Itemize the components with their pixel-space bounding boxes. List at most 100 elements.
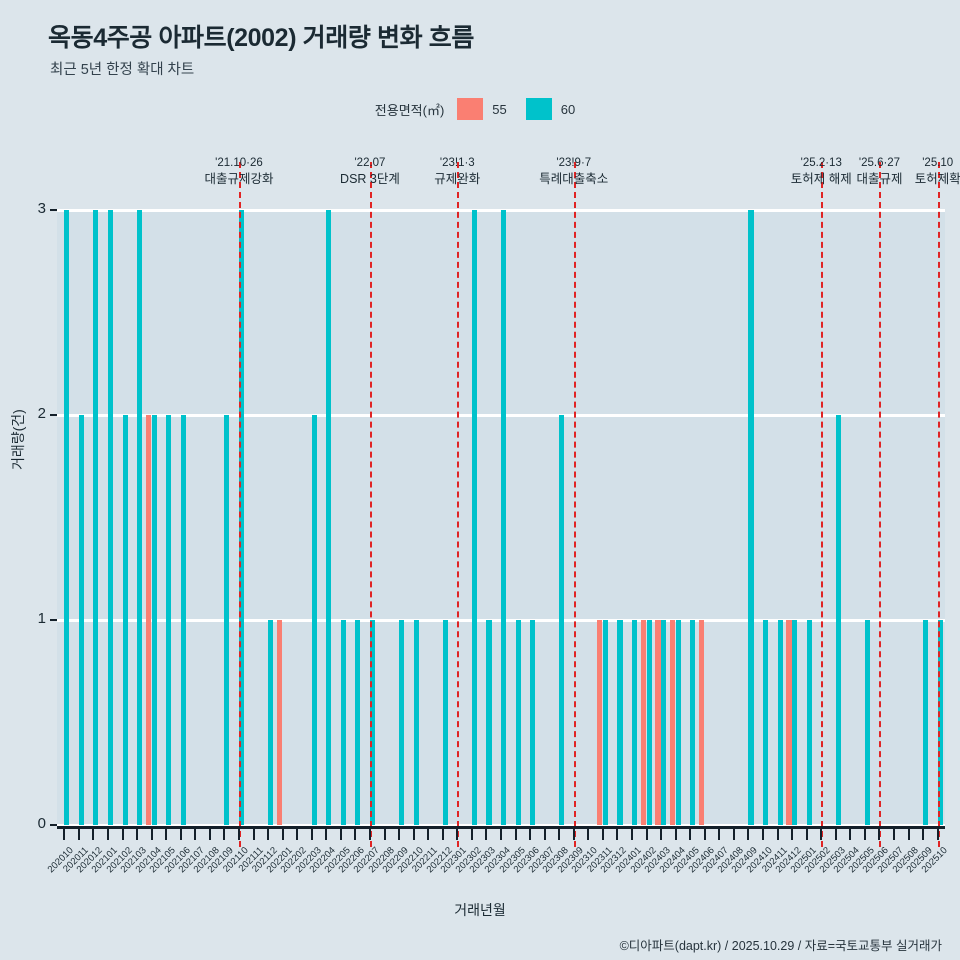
x-tick-mark (237, 829, 240, 840)
bar-202509-60[interactable] (923, 620, 929, 825)
bar-202011-60[interactable] (78, 415, 84, 825)
bar-202010-60[interactable] (64, 210, 70, 825)
x-tick-mark (689, 829, 692, 840)
bar-202311-55[interactable] (597, 620, 603, 825)
bar-202411-60[interactable] (777, 620, 783, 825)
event-text-6: 토허제확 (914, 172, 960, 186)
bar-202312-60[interactable] (617, 620, 623, 825)
bar-202012-60[interactable] (93, 210, 99, 825)
legend-label-55: 55 (492, 101, 507, 117)
event-date-3: '23!9·7 (556, 157, 592, 169)
y-tick-mark-3 (50, 209, 57, 211)
bar-202101-60[interactable] (107, 210, 113, 825)
bar-202405-60[interactable] (690, 620, 696, 825)
x-tick-mark (631, 829, 634, 840)
bar-202104-60[interactable] (151, 415, 157, 825)
bar-202306-60[interactable] (530, 620, 536, 825)
bar-202210-60[interactable] (413, 620, 419, 825)
bar-202501-60[interactable] (806, 620, 812, 825)
x-tick-mark (106, 829, 109, 840)
x-tick-mark (849, 829, 852, 840)
bar-202402-60[interactable] (646, 620, 652, 825)
bar-202308-60[interactable] (559, 415, 565, 825)
x-tick-mark (63, 829, 66, 840)
legend: 전용면적(㎡) 55 60 (0, 98, 960, 120)
bar-202510-60[interactable] (937, 620, 943, 825)
x-tick-mark (470, 829, 473, 840)
x-tick-mark (310, 829, 313, 840)
y-tick-label-3: 3 (37, 200, 46, 217)
bar-202105-60[interactable] (166, 415, 172, 825)
bar-202404-55[interactable] (670, 620, 676, 825)
x-tick-mark (572, 829, 575, 840)
bar-202305-60[interactable] (515, 620, 521, 825)
x-tick-mark (179, 829, 182, 840)
x-tick-mark (223, 829, 226, 840)
bar-202104-55[interactable] (145, 415, 151, 825)
bar-202102-60[interactable] (122, 415, 128, 825)
event-date-1: '22.07 (354, 157, 386, 169)
bar-202302-60[interactable] (471, 210, 477, 825)
bar-202406-55[interactable] (699, 620, 705, 825)
y-tick-label-1: 1 (37, 610, 46, 627)
bar-202403-55[interactable] (655, 620, 661, 825)
bar-202311-60[interactable] (602, 620, 608, 825)
legend-swatch-55 (457, 98, 484, 120)
bar-202402-55[interactable] (640, 620, 646, 825)
x-tick-mark (732, 829, 735, 840)
event-annotation-5: '25.6·27 대출규제 (856, 156, 902, 188)
y-tick-mark-2 (50, 414, 57, 416)
x-tick-mark (92, 829, 95, 840)
x-tick-mark (820, 829, 823, 840)
x-tick-mark (296, 829, 299, 840)
x-tick-mark (383, 829, 386, 840)
x-tick-mark (412, 829, 415, 840)
bar-202103-60[interactable] (137, 210, 143, 825)
bar-202209-60[interactable] (399, 620, 405, 825)
legend-label-60: 60 (560, 101, 576, 117)
x-tick-mark (674, 829, 677, 840)
bar-202304-60[interactable] (501, 210, 507, 825)
x-tick-mark (878, 829, 881, 840)
legend-title: 전용면적(㎡) (374, 102, 445, 118)
bar-202212-60[interactable] (442, 620, 448, 825)
bar-202403-60[interactable] (661, 620, 667, 825)
bar-202203-60[interactable] (311, 415, 317, 825)
bar-202207-60[interactable] (369, 620, 376, 825)
x-tick-mark (427, 829, 430, 840)
bar-202205-60[interactable] (340, 620, 346, 825)
bar-202112-60[interactable] (268, 620, 274, 825)
x-tick-mark (441, 829, 444, 840)
bar-202409-60[interactable] (748, 210, 754, 825)
x-tick-mark (645, 829, 648, 840)
bar-202110-60[interactable] (238, 210, 245, 825)
event-date-5: '25.6·27 (858, 157, 901, 169)
bar-202404-60[interactable] (675, 620, 681, 825)
bar-202204-60[interactable] (326, 210, 332, 825)
bar-202401-60[interactable] (632, 620, 638, 825)
x-tick-mark (893, 829, 896, 840)
x-tick-mark (543, 829, 546, 840)
x-tick-mark (616, 829, 619, 840)
bar-202106-60[interactable] (180, 415, 186, 825)
bar-202303-60[interactable] (486, 620, 492, 825)
bar-202201-55[interactable] (276, 620, 283, 825)
bar-202410-60[interactable] (763, 620, 769, 825)
bar-202412-60[interactable] (792, 620, 798, 825)
x-tick-mark (267, 829, 270, 840)
bar-202505-60[interactable] (864, 620, 870, 825)
event-date-4: '25.2·13 (800, 157, 842, 169)
bar-202206-60[interactable] (355, 620, 361, 825)
x-tick-mark (208, 829, 211, 840)
bar-202503-60[interactable] (835, 415, 841, 825)
event-text-1: DSR 3단계 (340, 172, 400, 186)
event-line-4 (821, 162, 824, 847)
event-annotation-0: '21.10·26 대출규제강화 (204, 156, 273, 188)
event-text-5: 대출규제 (856, 172, 903, 186)
x-tick-mark (398, 829, 401, 840)
bar-202109-60[interactable] (224, 415, 230, 825)
x-tick-mark (514, 829, 517, 840)
bar-202412-55[interactable] (786, 620, 792, 825)
x-tick-mark (485, 829, 488, 840)
x-tick-mark (194, 829, 197, 840)
